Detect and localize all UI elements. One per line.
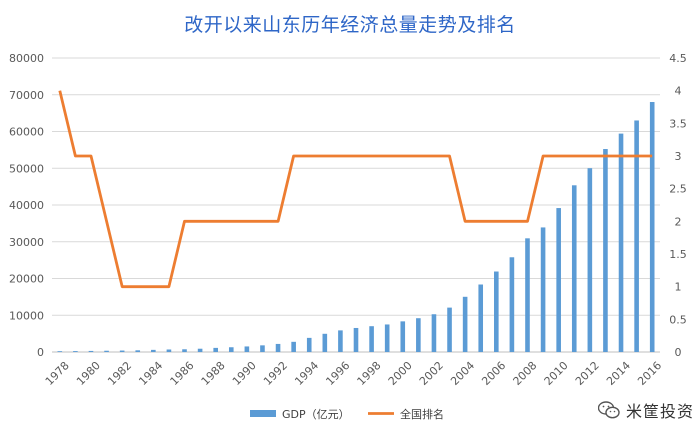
gdp-bar bbox=[478, 284, 484, 352]
y-left-tick-label: 80000 bbox=[9, 52, 44, 65]
y-right-tick-label: 1 bbox=[675, 281, 682, 294]
gdp-bar bbox=[151, 349, 156, 352]
x-tick-label: 1998 bbox=[355, 359, 384, 388]
y-right-tick-label: 4 bbox=[675, 85, 682, 98]
bar-series bbox=[57, 102, 655, 352]
wechat-icon bbox=[598, 401, 620, 419]
gdp-bar bbox=[618, 133, 624, 352]
gdp-bar bbox=[57, 351, 63, 352]
gdp-bar bbox=[213, 347, 218, 352]
x-tick-label: 1996 bbox=[323, 359, 352, 388]
x-tick-label: 2010 bbox=[542, 359, 571, 388]
watermark: 米筐投资 bbox=[598, 398, 694, 422]
gdp-bar bbox=[447, 307, 452, 352]
gdp-bar bbox=[587, 168, 593, 352]
x-tick-label: 2006 bbox=[479, 359, 508, 388]
y-right-tick-label: 1.5 bbox=[669, 248, 687, 261]
gdp-bar bbox=[494, 271, 499, 352]
gdp-bar bbox=[416, 318, 421, 352]
gridlines bbox=[52, 57, 660, 353]
y-left-tick-label: 30000 bbox=[9, 236, 44, 249]
y-left-tick-label: 70000 bbox=[9, 89, 44, 102]
gdp-bar bbox=[431, 314, 437, 352]
gdp-bar bbox=[166, 349, 172, 352]
gdp-bar bbox=[338, 330, 343, 352]
gdp-bar bbox=[73, 351, 78, 352]
legend: GDP（亿元） 全国排名 bbox=[250, 407, 444, 421]
gdp-bar bbox=[260, 345, 265, 352]
y-right-tick-label: 3.5 bbox=[669, 117, 687, 130]
gdp-bar bbox=[228, 347, 234, 352]
x-tick-label: 1990 bbox=[230, 359, 259, 388]
gdp-bar bbox=[275, 343, 281, 352]
legend-label-rank: 全国排名 bbox=[400, 407, 444, 421]
gdp-bar bbox=[556, 208, 561, 352]
y-right-tick-label: 2 bbox=[675, 215, 682, 228]
y-right-tick-label: 2.5 bbox=[669, 183, 687, 196]
watermark-text: 米筐投资 bbox=[626, 402, 695, 421]
y-right-tick-label: 0.5 bbox=[669, 313, 687, 326]
gdp-bar bbox=[119, 350, 125, 352]
gdp-bar bbox=[603, 149, 608, 352]
gdp-bar bbox=[135, 350, 141, 352]
x-tick-label: 2008 bbox=[511, 359, 540, 388]
y-right-axis: 0 0.5 1 1.5 2 2.5 3 3.5 4 4.5 bbox=[669, 52, 687, 359]
gdp-bar bbox=[182, 349, 187, 352]
gdp-bar bbox=[462, 296, 468, 352]
gdp-bar bbox=[649, 102, 655, 352]
x-tick-label: 1980 bbox=[74, 359, 103, 388]
x-tick-label: 1978 bbox=[43, 359, 72, 388]
x-tick-label: 2004 bbox=[448, 359, 477, 388]
gdp-bar bbox=[291, 341, 296, 352]
x-tick-label: 2014 bbox=[604, 359, 633, 388]
gdp-bar bbox=[88, 350, 94, 352]
legend-label-gdp: GDP（亿元） bbox=[282, 408, 350, 421]
y-right-tick-label: 3 bbox=[675, 150, 682, 163]
x-tick-label: 1982 bbox=[105, 359, 134, 388]
x-axis: 1978 1980 1982 1984 1986 1988 1990 1992 1994 1996… bbox=[43, 359, 664, 388]
y-right-tick-label: 4.5 bbox=[669, 52, 687, 65]
gdp-bar bbox=[369, 326, 374, 352]
x-tick-label: 1986 bbox=[168, 359, 197, 388]
x-tick-label: 1984 bbox=[136, 359, 165, 388]
x-tick-label: 1988 bbox=[199, 359, 228, 388]
x-tick-label: 2002 bbox=[417, 359, 446, 388]
x-tick-label: 2000 bbox=[386, 359, 415, 388]
gdp-bar bbox=[197, 348, 203, 352]
chart-title: 改开以来山东历年经济总量走势及排名 bbox=[184, 14, 516, 36]
y-left-tick-label: 0 bbox=[37, 346, 44, 359]
gdp-bar bbox=[104, 350, 109, 352]
gdp-bar bbox=[384, 324, 390, 352]
y-left-tick-label: 40000 bbox=[9, 199, 44, 212]
gdp-bar bbox=[353, 327, 359, 352]
y-left-tick-label: 50000 bbox=[9, 162, 44, 175]
gdp-bar bbox=[540, 227, 546, 352]
gdp-bar bbox=[306, 337, 312, 352]
legend-swatch-gdp bbox=[250, 410, 276, 417]
gdp-bar bbox=[525, 238, 530, 352]
y-left-axis: 0 10000 20000 30000 40000 50000 60000 70000 8000… bbox=[9, 52, 44, 359]
rank-line bbox=[58, 90, 653, 289]
line-series bbox=[58, 90, 653, 289]
y-left-tick-label: 20000 bbox=[9, 273, 44, 286]
gdp-bar bbox=[400, 321, 406, 352]
y-left-tick-label: 60000 bbox=[9, 126, 44, 139]
gdp-bar bbox=[571, 185, 577, 352]
y-right-tick-label: 0 bbox=[675, 346, 682, 359]
gdp-bar bbox=[244, 346, 250, 352]
gdp-bar bbox=[509, 257, 515, 352]
x-tick-label: 1994 bbox=[292, 359, 321, 388]
y-left-tick-label: 10000 bbox=[9, 309, 44, 322]
gdp-bar bbox=[634, 120, 639, 352]
x-tick-label: 1992 bbox=[261, 359, 290, 388]
gdp-bar bbox=[322, 333, 328, 352]
x-tick-label: 2016 bbox=[635, 359, 664, 388]
x-tick-label: 2012 bbox=[573, 359, 602, 388]
